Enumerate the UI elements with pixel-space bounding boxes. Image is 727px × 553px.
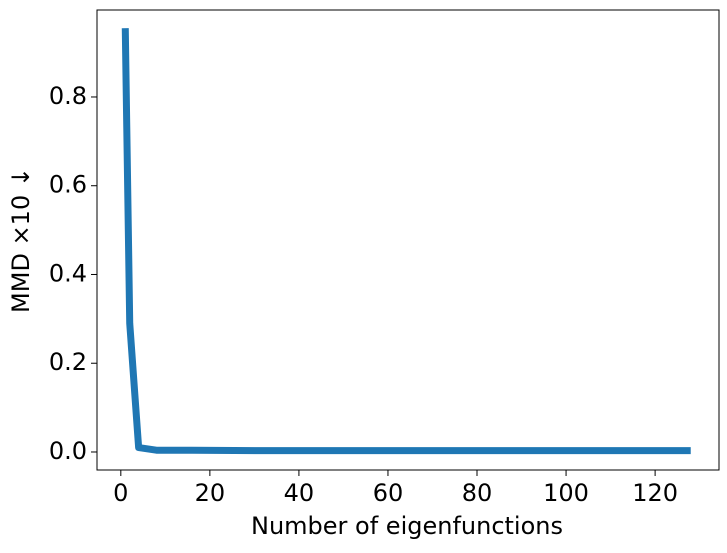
y-tick-label: 0.0 <box>49 437 87 465</box>
y-axis-label: MMD ×10 ↓ <box>7 167 35 313</box>
y-tick-label: 0.8 <box>49 82 87 110</box>
y-tick-label: 0.4 <box>49 259 87 287</box>
plot-frame <box>96 9 720 471</box>
data-line <box>121 28 691 455</box>
y-tick-label: 0.6 <box>49 171 87 199</box>
x-tick-label: 60 <box>373 479 404 507</box>
x-tick-label: 0 <box>113 479 128 507</box>
x-tick-label: 80 <box>462 479 493 507</box>
x-tick-label: 40 <box>284 479 315 507</box>
y-tick-label: 0.2 <box>49 348 87 376</box>
x-axis-label: Number of eigenfunctions <box>251 512 563 540</box>
x-tick-label: 100 <box>543 479 589 507</box>
x-tick-label: 120 <box>632 479 678 507</box>
x-tick-label: 20 <box>195 479 226 507</box>
